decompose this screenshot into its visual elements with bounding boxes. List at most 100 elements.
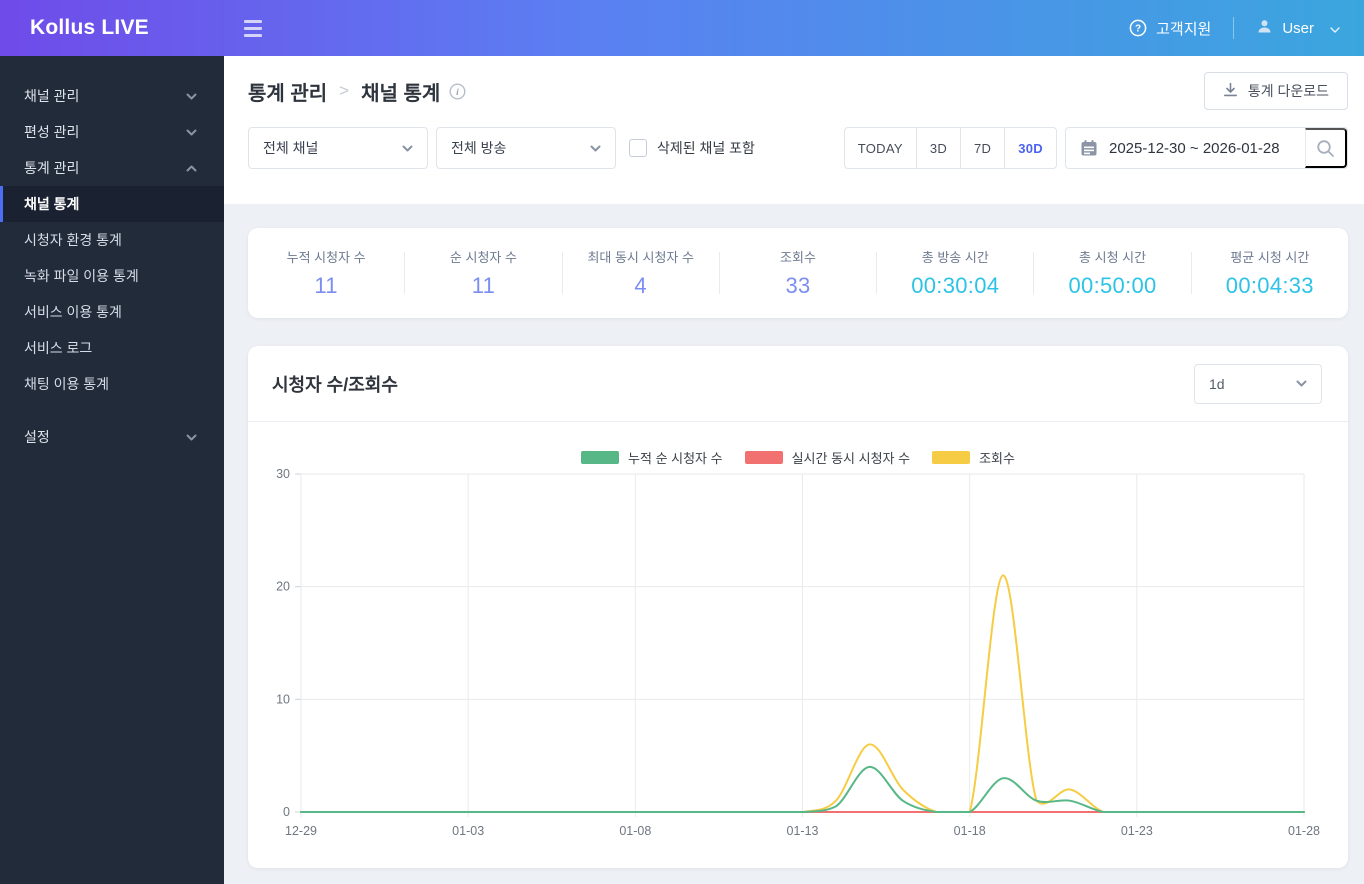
include-deleted-label: 삭제된 채널 포함 bbox=[657, 140, 755, 156]
chart-legend: 누적 순 시청자 수 실시간 동시 시청자 수 조회수 bbox=[248, 448, 1348, 467]
stat-label: 최대 동시 시청자 수 bbox=[587, 250, 694, 265]
logo-area: Kollus LIVE bbox=[0, 16, 224, 40]
search-button[interactable] bbox=[1305, 128, 1347, 168]
stat-label: 평균 시청 시간 bbox=[1230, 250, 1310, 265]
chart-title: 시청자 수/조회수 bbox=[272, 374, 398, 395]
sidebar-group-label: 채널 관리 bbox=[24, 88, 80, 104]
x-axis-label: 12-29 bbox=[285, 824, 317, 838]
sidebar-item-label: 서비스 로그 bbox=[24, 340, 93, 356]
stat-average-watch-time: 평균 시청 시간 00:04:33 bbox=[1192, 247, 1348, 299]
sidebar-item-channel-stats[interactable]: 채널 통계 bbox=[0, 186, 224, 222]
legend-item-views[interactable]: 조회수 bbox=[932, 448, 1015, 467]
broadcast-select[interactable]: 전체 방송 bbox=[436, 127, 616, 169]
stat-divider bbox=[1033, 252, 1035, 294]
stat-label: 순 시청자 수 bbox=[449, 250, 517, 265]
stat-unique-viewers: 순 시청자 수 11 bbox=[405, 247, 561, 299]
chevron-up-icon bbox=[186, 165, 197, 171]
range-30d-button[interactable]: 30D bbox=[1004, 127, 1057, 169]
sidebar-group-label: 편성 관리 bbox=[24, 124, 80, 140]
viewers-chart: 0 10 20 30 12-29 01-03 01-08 01-13 01-18 01-23 01-… bbox=[276, 467, 1320, 838]
legend-swatch-green bbox=[581, 451, 620, 464]
stat-value: 00:04:33 bbox=[1225, 273, 1314, 298]
sidebar-group-settings[interactable]: 설정 bbox=[0, 419, 224, 455]
date-range-input[interactable]: 2025-12-30 ~ 2026-01-28 bbox=[1109, 139, 1280, 157]
stat-label: 총 방송 시간 bbox=[921, 250, 989, 265]
y-axis-label: 30 bbox=[276, 467, 290, 481]
page-title: 채널 통계 bbox=[361, 82, 441, 105]
series-line-0 bbox=[300, 765, 1305, 813]
sidebar-item-viewer-env-stats[interactable]: 시청자 환경 통계 bbox=[0, 222, 224, 258]
download-icon bbox=[1223, 82, 1238, 100]
x-axis-label: 01-23 bbox=[1121, 824, 1153, 838]
legend-label: 누적 순 시청자 수 bbox=[628, 451, 723, 466]
sidebar-item-label: 녹화 파일 이용 통계 bbox=[24, 268, 139, 284]
legend-swatch-yellow bbox=[932, 451, 971, 464]
sidebar: 채널 관리 편성 관리 통계 관리 채널 통계 시청자 환경 통계 녹화 파일 … bbox=[0, 56, 224, 884]
channel-select[interactable]: 전체 채널 bbox=[248, 127, 428, 169]
help-circle-icon: ? bbox=[1129, 19, 1147, 37]
sidebar-item-service-log[interactable]: 서비스 로그 bbox=[0, 330, 224, 366]
sidebar-group-channel-mgmt[interactable]: 채널 관리 bbox=[0, 78, 224, 114]
sidebar-item-label: 채팅 이용 통계 bbox=[24, 376, 110, 392]
stat-divider bbox=[404, 252, 406, 294]
range-7d-button[interactable]: 7D bbox=[960, 127, 1006, 169]
legend-item-realtime-concurrent[interactable]: 실시간 동시 시청자 수 bbox=[744, 448, 911, 467]
y-axis-label: 0 bbox=[283, 805, 290, 819]
x-axis-label: 01-28 bbox=[1288, 824, 1320, 838]
sidebar-item-service-usage-stats[interactable]: 서비스 이용 통계 bbox=[0, 294, 224, 330]
stats-summary-card: 누적 시청자 수 11 순 시청자 수 11 최대 동시 시청자 수 4 조회수… bbox=[248, 228, 1348, 318]
top-bar: Kollus LIVE ? 고객지원 User bbox=[0, 0, 1364, 56]
sidebar-item-label: 서비스 이용 통계 bbox=[24, 304, 122, 320]
svg-text:?: ? bbox=[1135, 24, 1141, 35]
stat-label: 조회수 bbox=[780, 250, 816, 265]
y-axis-label: 20 bbox=[276, 580, 290, 594]
hamburger-menu-icon[interactable] bbox=[244, 19, 262, 37]
stat-divider bbox=[718, 252, 720, 294]
stat-value: 11 bbox=[471, 273, 496, 298]
sidebar-item-label: 채널 통계 bbox=[24, 196, 80, 212]
sidebar-item-chat-usage-stats[interactable]: 채팅 이용 통계 bbox=[0, 366, 224, 402]
date-range-button-group: TODAY 3D 7D 30D bbox=[843, 127, 1057, 169]
date-range-field: 2025-12-30 ~ 2026-01-28 bbox=[1065, 127, 1348, 169]
y-axis-label: 10 bbox=[276, 692, 290, 706]
x-axis-label: 01-13 bbox=[787, 824, 819, 838]
legend-item-unique-viewers[interactable]: 누적 순 시청자 수 bbox=[581, 448, 723, 467]
chart-body: 누적 순 시청자 수 실시간 동시 시청자 수 조회수 0 10 20 30 12-29… bbox=[248, 422, 1348, 867]
chevron-down-icon bbox=[186, 434, 197, 440]
info-icon[interactable]: i bbox=[449, 82, 466, 100]
stat-value: 00:30:04 bbox=[911, 273, 1000, 298]
sidebar-group-stats-mgmt[interactable]: 통계 관리 bbox=[0, 150, 224, 186]
range-today-button[interactable]: TODAY bbox=[843, 127, 917, 169]
x-axis-label: 01-03 bbox=[452, 824, 484, 838]
legend-label: 실시간 동시 시청자 수 bbox=[791, 451, 911, 466]
svg-text:i: i bbox=[456, 88, 459, 98]
x-axis-label: 01-18 bbox=[954, 824, 986, 838]
chevron-down-icon bbox=[1330, 20, 1340, 37]
sidebar-item-recording-usage-stats[interactable]: 녹화 파일 이용 통계 bbox=[0, 258, 224, 294]
viewers-chart-card: 시청자 수/조회수 1d 누적 순 시청자 수 실시간 bbox=[248, 346, 1348, 868]
legend-label: 조회수 bbox=[979, 451, 1015, 466]
breadcrumb-parent[interactable]: 통계 관리 bbox=[248, 82, 328, 105]
main-content: 통계 관리 > 채널 통계 i 통계 다운로드 전체 채널 bbox=[224, 56, 1364, 884]
interval-select[interactable]: 1d bbox=[1194, 363, 1322, 404]
support-link[interactable]: ? 고객지원 bbox=[1120, 18, 1211, 39]
sidebar-group-label: 통계 관리 bbox=[24, 160, 80, 176]
user-label: User bbox=[1282, 19, 1314, 37]
stat-divider bbox=[1190, 252, 1192, 294]
legend-swatch-red bbox=[744, 451, 783, 464]
stat-total-watch-time: 총 시청 시간 00:50:00 bbox=[1034, 247, 1190, 299]
stat-label: 누적 시청자 수 bbox=[286, 250, 366, 265]
stat-divider bbox=[876, 252, 878, 294]
search-icon bbox=[1317, 139, 1334, 157]
broadcast-select-value: 전체 방송 bbox=[451, 140, 507, 156]
range-3d-button[interactable]: 3D bbox=[915, 127, 962, 169]
stats-download-button[interactable]: 통계 다운로드 bbox=[1203, 72, 1348, 110]
sidebar-item-label: 시청자 환경 통계 bbox=[24, 232, 122, 248]
user-menu[interactable]: User bbox=[1256, 18, 1340, 39]
include-deleted-checkbox[interactable] bbox=[629, 139, 647, 157]
breadcrumb-separator: > bbox=[339, 81, 350, 100]
sidebar-group-schedule-mgmt[interactable]: 편성 관리 bbox=[0, 114, 224, 150]
sidebar-group-label: 설정 bbox=[24, 429, 50, 445]
chevron-down-icon bbox=[186, 93, 197, 99]
stat-view-count: 조회수 33 bbox=[720, 247, 876, 299]
